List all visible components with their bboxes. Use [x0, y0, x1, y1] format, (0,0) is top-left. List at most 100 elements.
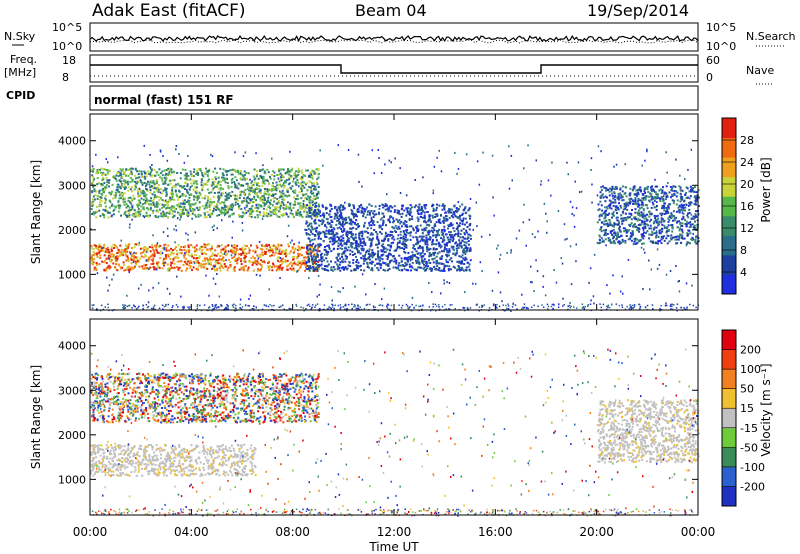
data-cell — [313, 255, 315, 258]
data-cell — [255, 199, 258, 202]
data-cell — [329, 236, 332, 239]
data-cell — [152, 266, 155, 269]
data-cell — [653, 189, 655, 192]
data-cell — [261, 195, 264, 198]
data-cell — [167, 269, 170, 272]
data-cell — [99, 168, 101, 171]
data-cell — [120, 185, 123, 188]
data-cell — [381, 224, 384, 226]
data-cell — [277, 187, 280, 190]
data-cell — [257, 210, 260, 213]
data-cell — [249, 187, 252, 190]
data-cell — [618, 221, 621, 224]
data-cell — [165, 249, 168, 252]
data-cell — [211, 252, 214, 255]
data-cell — [108, 206, 111, 209]
data-cell — [293, 172, 296, 175]
data-cell — [298, 170, 301, 173]
data-cell — [374, 205, 377, 208]
data-cell — [346, 256, 348, 258]
data-cell — [348, 240, 350, 243]
data-cell — [250, 261, 253, 264]
data-cell — [234, 203, 237, 206]
data-cell — [599, 195, 602, 198]
data-cell — [421, 228, 424, 231]
data-cell — [156, 179, 158, 182]
data-cell — [284, 259, 287, 262]
data-cell — [183, 246, 185, 249]
data-cell — [191, 212, 194, 215]
data-cell — [435, 239, 438, 242]
data-cell — [125, 203, 128, 206]
data-cell — [163, 169, 166, 172]
data-cell — [430, 253, 433, 256]
data-cell — [280, 251, 283, 254]
data-cell — [177, 268, 180, 271]
data-cell — [420, 235, 423, 238]
data-cell — [461, 239, 464, 242]
data-cell — [465, 211, 468, 214]
data-cell — [161, 267, 164, 270]
data-cell — [610, 189, 613, 192]
data-cell — [313, 246, 316, 249]
data-cell — [189, 205, 192, 208]
data-cell — [372, 220, 375, 223]
data-cell — [221, 207, 224, 210]
data-cell — [104, 199, 107, 202]
data-cell — [460, 245, 463, 247]
data-cell — [357, 267, 359, 270]
data-cell — [226, 182, 229, 184]
data-cell — [222, 248, 225, 251]
data-cell — [276, 208, 279, 211]
data-cell — [134, 261, 137, 264]
data-cell — [341, 222, 344, 225]
data-cell — [122, 201, 125, 204]
data-cell — [399, 233, 402, 236]
data-cell — [170, 198, 173, 201]
data-cell — [599, 200, 602, 203]
data-cell — [382, 204, 384, 206]
data-cell — [393, 238, 396, 241]
data-cell — [655, 219, 658, 222]
data-cell — [354, 268, 357, 271]
data-cell — [273, 265, 276, 268]
data-cell — [195, 180, 198, 183]
data-cell — [391, 231, 394, 233]
data-cell — [622, 185, 624, 188]
data-cell — [282, 213, 285, 215]
data-cell — [222, 192, 225, 195]
data-cell — [311, 232, 314, 235]
data-cell — [625, 205, 628, 208]
data-cell — [323, 259, 325, 262]
data-cell — [285, 171, 288, 174]
data-cell — [370, 268, 373, 271]
data-cell — [463, 259, 466, 262]
data-cell — [434, 223, 437, 226]
data-cell — [447, 261, 449, 264]
data-cell — [204, 252, 207, 255]
data-cell — [440, 257, 443, 260]
data-cell — [624, 204, 627, 207]
data-cell — [252, 183, 255, 186]
data-cell — [605, 219, 608, 222]
data-cell — [317, 186, 320, 188]
data-cell — [123, 197, 126, 200]
data-cell — [399, 247, 402, 250]
data-cell — [422, 260, 425, 263]
data-cell — [128, 200, 131, 203]
data-cell — [670, 224, 673, 227]
data-cell — [695, 242, 698, 245]
data-cell — [644, 192, 647, 194]
data-cell — [651, 195, 653, 198]
data-cell — [143, 246, 146, 249]
data-cell — [442, 232, 444, 235]
data-cell — [242, 251, 244, 254]
data-cell — [127, 199, 130, 202]
data-cell — [160, 177, 163, 180]
data-cell — [185, 172, 188, 175]
data-cell — [258, 204, 261, 207]
data-cell — [318, 219, 320, 222]
data-cell — [184, 262, 187, 265]
data-cell — [674, 185, 677, 188]
data-cell — [679, 196, 682, 199]
